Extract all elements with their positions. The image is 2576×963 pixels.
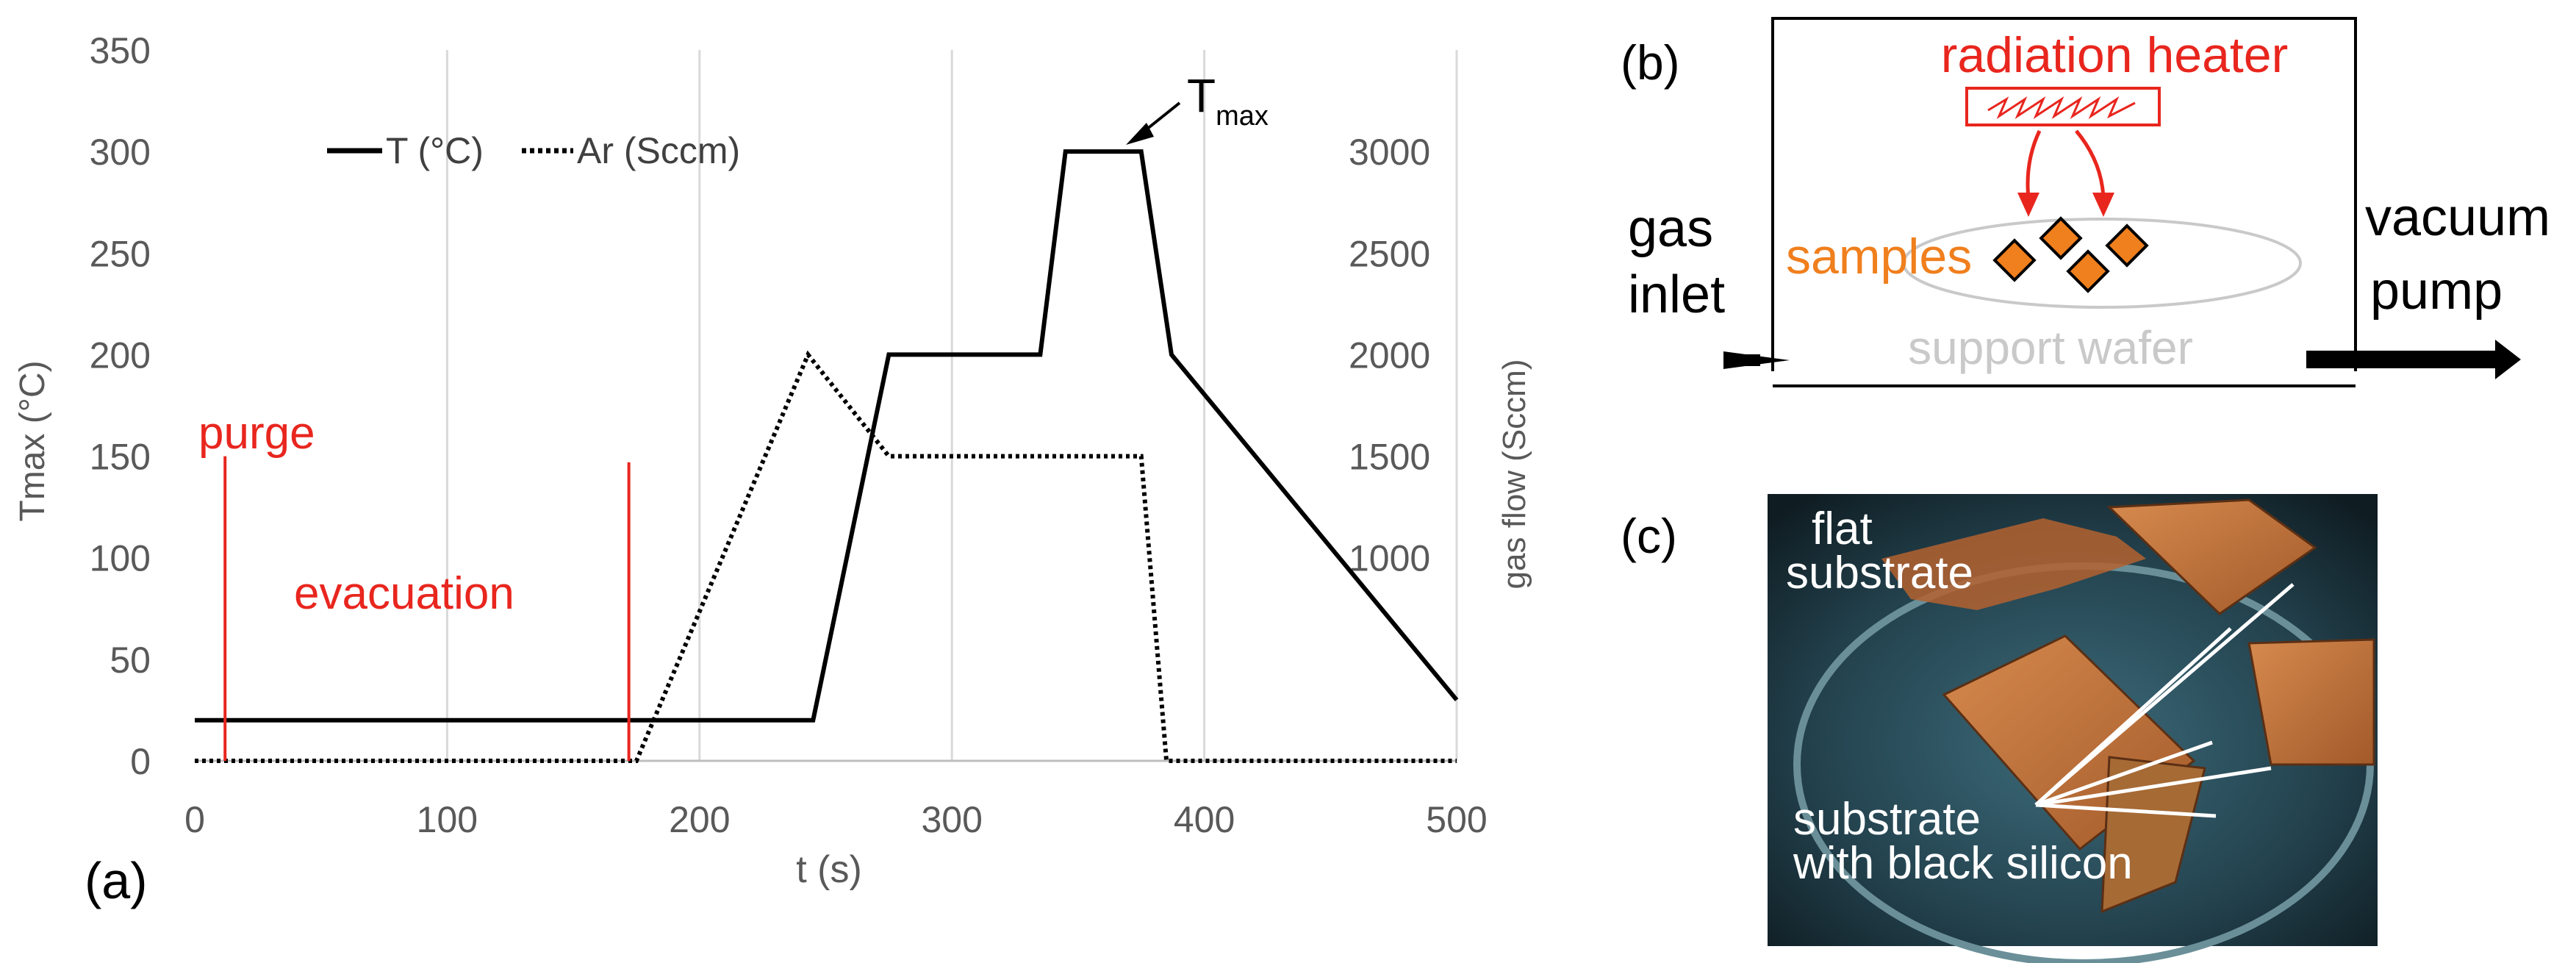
y-tick-label: 350 (90, 30, 151, 71)
tmax-label: Tmax (1187, 69, 1269, 132)
y-tick-label: 250 (90, 233, 151, 274)
chamber-outline (1771, 17, 2357, 371)
vacuum-label-1: vacuum (2365, 188, 2550, 247)
heater-box (1965, 87, 2161, 126)
series-line-temperature (195, 149, 1459, 723)
photo-panel-c: (c) flat substrate substrate with black … (1621, 494, 2378, 963)
y-axis-left-ticks: 0 50 100 150 200 250 300 350 (90, 30, 151, 782)
panel-label-a: (a) (85, 852, 148, 909)
purge-label: purge (198, 408, 315, 459)
legend: T (°C) Ar (Sccm) (327, 130, 740, 171)
heater-label: radiation heater (1941, 27, 2289, 83)
samples-label: samples (1786, 229, 1972, 284)
support-wafer-ellipse (1902, 218, 2302, 309)
y-tick-label: 50 (110, 640, 151, 681)
gas-inlet-arrow-shaft (1723, 354, 1760, 366)
x-axis-ticks: 0 100 200 300 400 500 (184, 799, 1488, 840)
vacuum-arrow-head (2495, 340, 2521, 379)
radiation-arrow-left (2026, 129, 2042, 199)
x-tick-label: 400 (1174, 799, 1235, 840)
flake-fragments (1881, 518, 2146, 610)
x-tick-label: 200 (669, 799, 730, 840)
schematic-panel-b: (b) radiation heater samples support waf… (1621, 17, 2550, 387)
sample-chips (1992, 216, 2149, 293)
flat-substrate-label-1: flat (1812, 504, 1873, 554)
heater-coil (1987, 96, 2136, 120)
y2-axis-label: gas flow (Sccm) (1496, 359, 1532, 590)
series-line-argon (195, 350, 1457, 763)
radiation-arrow-right (2075, 129, 2106, 199)
black-silicon-label-2: with black silicon (1793, 838, 2133, 889)
x-tick-label: 500 (1426, 799, 1487, 840)
x-tick-label: 100 (417, 799, 478, 840)
y2-tick-label: 1000 (1349, 538, 1430, 579)
gas-inlet-label-2: inlet (1628, 265, 1725, 324)
legend-label-t: T (°C) (386, 130, 484, 171)
vacuum-arrow-shaft (2306, 351, 2497, 368)
y2-tick-label: 1500 (1349, 437, 1430, 478)
y-tick-label: 0 (130, 741, 151, 782)
legend-label-ar: Ar (Sccm) (577, 130, 740, 171)
black-silicon-plate-2 (2247, 638, 2375, 766)
y-axis-label: Tmax (°C) (13, 360, 52, 521)
y-tick-label: 100 (90, 538, 151, 579)
tmax-subscript: max (1216, 101, 1269, 132)
pointer-lines (2034, 583, 2295, 818)
evacuation-label: evacuation (294, 568, 514, 619)
black-silicon-label-1: substrate (1793, 794, 1981, 845)
tmax-arrowhead (1126, 123, 1154, 145)
radiation-arrowhead-left (2017, 193, 2039, 217)
x-tick-label: 0 (184, 799, 205, 840)
flat-substrate-label-2: substrate (1786, 548, 1973, 598)
y-tick-label: 300 (90, 132, 151, 173)
grid-lines (445, 50, 1458, 761)
y2-tick-label: 2500 (1349, 233, 1430, 274)
gas-inlet-label-1: gas (1628, 199, 1713, 258)
series-lines (194, 149, 1459, 763)
x-axis-label: t (s) (796, 848, 862, 891)
y-tick-label: 150 (90, 437, 151, 478)
panel-label-b: (b) (1621, 35, 1680, 90)
black-silicon-plate-3 (2100, 756, 2206, 914)
y-tick-label: 200 (90, 334, 151, 376)
y-axis-right-ticks: 1000 1500 2000 2500 3000 (1349, 132, 1430, 579)
panel-label-c: (c) (1621, 509, 1677, 563)
radiation-arrowhead-right (2092, 193, 2114, 217)
support-wafer-label: support wafer (1908, 321, 2193, 374)
y2-tick-label: 2000 (1349, 334, 1430, 376)
y2-tick-label: 3000 (1349, 132, 1430, 173)
flat-substrate-plate (2106, 498, 2317, 615)
x-tick-label: 300 (921, 799, 982, 840)
vacuum-label-2: pump (2370, 262, 2503, 321)
